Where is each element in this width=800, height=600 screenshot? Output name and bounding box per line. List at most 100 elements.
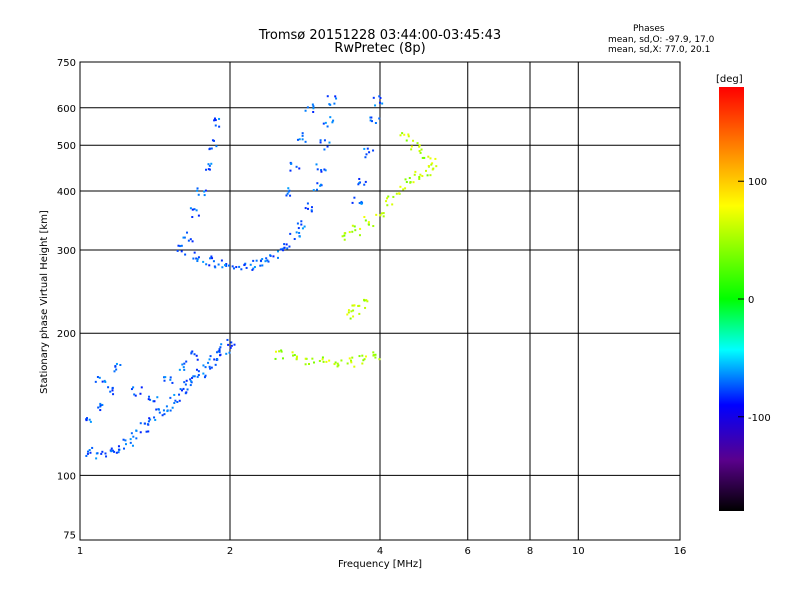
data-point bbox=[319, 141, 322, 144]
data-point bbox=[336, 365, 339, 368]
data-point bbox=[183, 362, 186, 365]
data-point bbox=[197, 214, 200, 217]
data-point bbox=[190, 380, 193, 383]
data-point bbox=[374, 104, 377, 107]
data-point bbox=[219, 346, 222, 349]
data-point bbox=[347, 311, 350, 314]
data-point bbox=[333, 363, 336, 366]
data-point bbox=[124, 439, 127, 442]
data-point bbox=[110, 447, 113, 450]
data-point bbox=[208, 168, 211, 171]
data-point bbox=[431, 168, 434, 171]
data-point bbox=[418, 149, 421, 152]
data-point bbox=[113, 370, 116, 373]
data-point bbox=[328, 141, 331, 144]
data-point bbox=[225, 352, 228, 355]
data-point bbox=[162, 409, 165, 412]
data-point bbox=[255, 259, 258, 262]
data-point bbox=[212, 260, 215, 263]
data-point bbox=[218, 125, 221, 128]
data-point bbox=[310, 206, 313, 209]
data-point bbox=[404, 178, 407, 181]
data-point bbox=[374, 356, 377, 359]
x-tick-label: 2 bbox=[227, 546, 233, 557]
data-point bbox=[189, 207, 192, 210]
data-point bbox=[386, 197, 389, 200]
data-point bbox=[178, 393, 181, 396]
data-point bbox=[196, 375, 199, 378]
data-point bbox=[343, 234, 346, 237]
data-point bbox=[210, 162, 213, 165]
data-point bbox=[187, 239, 190, 242]
data-point bbox=[94, 380, 97, 383]
data-point bbox=[115, 362, 118, 365]
data-point bbox=[171, 406, 174, 409]
data-point bbox=[202, 260, 205, 263]
data-point bbox=[177, 244, 180, 247]
data-point bbox=[180, 389, 183, 392]
data-point bbox=[328, 103, 331, 106]
data-point bbox=[304, 363, 307, 366]
data-point bbox=[408, 177, 411, 180]
data-point bbox=[208, 358, 211, 361]
data-point bbox=[363, 299, 366, 302]
colorbar-ticks: 100 0 -100 bbox=[738, 177, 771, 424]
data-point bbox=[139, 431, 142, 434]
data-point bbox=[96, 376, 99, 379]
data-point bbox=[253, 266, 256, 269]
stats-heading: Phases bbox=[633, 24, 665, 34]
data-point bbox=[301, 132, 304, 135]
data-point bbox=[189, 378, 192, 381]
data-point bbox=[190, 381, 193, 384]
data-point bbox=[414, 170, 417, 173]
data-point bbox=[227, 343, 230, 346]
data-point bbox=[183, 368, 186, 371]
data-point bbox=[252, 259, 255, 262]
data-point bbox=[130, 388, 133, 391]
data-point bbox=[316, 182, 319, 185]
data-point bbox=[297, 227, 300, 230]
data-point bbox=[311, 357, 314, 360]
data-point bbox=[300, 223, 303, 226]
data-point bbox=[218, 350, 221, 353]
data-point bbox=[435, 165, 438, 168]
data-point bbox=[261, 264, 264, 267]
data-point bbox=[233, 343, 236, 346]
data-point bbox=[343, 232, 346, 235]
data-point bbox=[366, 300, 369, 303]
data-point bbox=[375, 213, 378, 216]
data-point bbox=[354, 229, 357, 232]
data-point bbox=[178, 368, 181, 371]
data-point bbox=[392, 195, 395, 198]
data-point bbox=[99, 409, 102, 412]
data-point bbox=[191, 240, 194, 243]
data-point bbox=[155, 408, 158, 411]
data-point bbox=[379, 96, 382, 99]
data-point bbox=[186, 231, 189, 234]
plot-frame bbox=[79, 61, 681, 541]
data-point bbox=[191, 376, 194, 379]
data-point bbox=[163, 376, 166, 379]
data-point bbox=[192, 257, 195, 260]
data-point bbox=[323, 139, 326, 142]
data-point bbox=[434, 157, 437, 160]
data-point bbox=[431, 162, 434, 165]
data-point bbox=[225, 263, 228, 266]
data-point bbox=[179, 245, 182, 248]
data-point bbox=[218, 348, 221, 351]
x-tick-label: 6 bbox=[465, 546, 471, 557]
data-point bbox=[196, 260, 199, 263]
data-point bbox=[218, 117, 221, 120]
data-point bbox=[156, 396, 159, 399]
data-point bbox=[364, 156, 367, 159]
data-point bbox=[351, 201, 354, 204]
data-point bbox=[430, 163, 433, 166]
data-point bbox=[365, 299, 368, 302]
data-point bbox=[410, 148, 413, 151]
data-point bbox=[228, 351, 231, 354]
data-point bbox=[173, 402, 176, 405]
data-point bbox=[113, 450, 116, 453]
y-tick-label: 600 bbox=[57, 104, 76, 115]
data-point bbox=[387, 195, 390, 198]
data-point bbox=[85, 454, 88, 457]
